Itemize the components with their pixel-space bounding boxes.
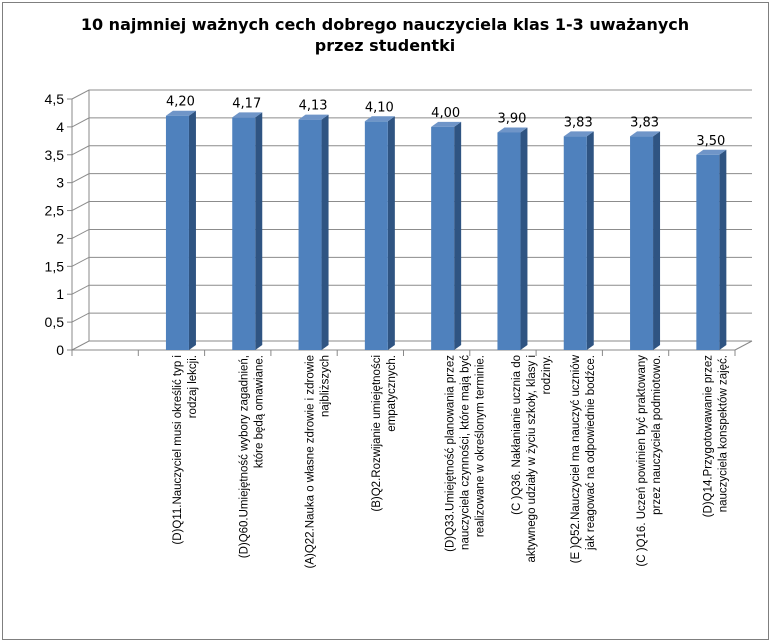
gridline xyxy=(71,312,752,323)
x-tick-label-line: (D)Q33.Umiejętność planowania przez xyxy=(445,355,457,552)
bar-side xyxy=(387,116,395,350)
x-tick-label-line: (C )Q36. Nakłanianie ucznia do xyxy=(511,355,523,515)
x-tick-label: (B)Q2.Rozwijanie umiejętności empatycznyc… xyxy=(371,355,398,512)
bar xyxy=(630,136,654,350)
x-tick-label-line: rodziny. xyxy=(541,355,553,394)
x-tick-label-line: (E )Q52.Nauczyciel ma nauczyć uczniów xyxy=(570,354,582,563)
y-tick-label: 4,5 xyxy=(45,91,65,107)
x-tick-label-line: realizowane w określonym terminie. xyxy=(475,355,487,537)
gridline xyxy=(71,89,752,100)
x-tick-label: (C )Q36. Nakłanianie ucznia do aktywnego … xyxy=(511,355,553,563)
bar-top xyxy=(298,114,329,120)
x-tick-label-line: najbliższych xyxy=(320,355,332,417)
bar-top xyxy=(563,131,594,137)
bar-side xyxy=(454,121,462,350)
x-tick-label-line: rodzaj lekcji. xyxy=(187,355,199,418)
x-tick-label-line: które będą omawiane. xyxy=(253,355,265,468)
data-label: 4,13 xyxy=(299,99,328,114)
bar xyxy=(431,126,455,350)
x-tick-label: (C )Q16. Uczeń powinien być praktowany pr… xyxy=(636,355,663,567)
x-tick-label-line: (D)Q11.Nauczyciel musi określić typ i xyxy=(172,355,184,545)
data-label: 4,17 xyxy=(232,96,261,111)
data-label: 3,83 xyxy=(564,115,593,130)
gridline xyxy=(71,256,752,267)
x-tick-label: (D)Q11.Nauczyciel musi określić typ i rod… xyxy=(172,355,199,545)
data-label: 4,20 xyxy=(166,95,195,110)
x-tick-label: (A)Q22.Nauka o własne zdrowie i zdrowie n… xyxy=(305,355,332,568)
data-label: 4,00 xyxy=(431,106,460,121)
x-tick-label-line: (C )Q16. Uczeń powinien być praktowany xyxy=(636,355,648,567)
x-tick-label-line: (A)Q22.Nauka o własne zdrowie i zdrowie xyxy=(305,355,317,568)
bar-side xyxy=(653,131,661,350)
y-tick-label: 1 xyxy=(56,286,64,302)
bar-side xyxy=(586,131,594,350)
floor-right-edge xyxy=(734,340,753,351)
bar-top xyxy=(630,131,661,137)
y-tick-label: 2,5 xyxy=(45,203,65,219)
gridline xyxy=(71,173,752,184)
chart-title-line: 10 najmniej ważnych cech dobrego nauczyc… xyxy=(80,15,690,34)
data-label: 3,83 xyxy=(630,115,659,130)
y-tick-label: 3,5 xyxy=(45,147,65,163)
bar-top xyxy=(232,112,263,118)
x-tick-label-line: nauczyciela czynności, które mają być xyxy=(460,355,472,550)
gridline xyxy=(71,201,752,211)
data-label: 3,90 xyxy=(497,111,526,126)
gridline xyxy=(71,228,752,239)
y-tick-label: 3 xyxy=(56,175,64,191)
x-tick-label-line: aktywnego udziały w życiu szkoły, klasy … xyxy=(526,355,538,563)
bar-side xyxy=(321,114,329,350)
x-tick-label: (D)Q60.Umiejętność wybory zagadnień, któr… xyxy=(238,355,265,558)
bar-top xyxy=(696,149,727,155)
bar-side xyxy=(255,112,263,350)
gridline xyxy=(71,145,752,156)
y-tick-label: 4 xyxy=(56,119,64,135)
bar xyxy=(497,132,521,350)
x-tick-label-line: przez nauczyciela podmiotowo. xyxy=(651,355,663,515)
bar-side xyxy=(520,127,528,350)
bar-side xyxy=(188,110,196,350)
x-tick-label-line: (B)Q2.Rozwijanie umiejętności xyxy=(371,355,383,512)
x-tick-label: (D)Q33.Umiejętność planowania przez naucz… xyxy=(445,355,487,552)
x-tick-label-line: (D)Q14.Przygotowawanie przez xyxy=(702,355,714,518)
bar-top xyxy=(431,121,462,127)
y-tick-label: 2 xyxy=(56,230,64,246)
bar-top xyxy=(497,127,528,133)
x-tick-label-line: empatycznych. xyxy=(386,355,398,432)
bar-top xyxy=(165,110,196,116)
bar xyxy=(232,117,256,350)
bar xyxy=(563,136,587,350)
gridline xyxy=(71,117,752,128)
x-tick-label-line: jak reagować na odpowiednie bodźce. xyxy=(585,355,597,551)
data-label: 3,50 xyxy=(696,134,725,149)
bar xyxy=(364,121,388,350)
x-tick-label: (D)Q14.Przygotowawanie przez nauczyciela … xyxy=(702,355,729,518)
chart-title-line: przez studentki xyxy=(314,36,456,55)
data-label: 4,10 xyxy=(365,100,394,115)
x-tick-label-line: nauczyciela konspektów zajęć. xyxy=(717,355,729,512)
bar xyxy=(696,154,720,350)
bar xyxy=(165,115,189,350)
bar-top xyxy=(364,116,395,122)
x-tick-label-line: (D)Q60.Umiejętność wybory zagadnień, xyxy=(238,355,250,558)
y-tick-label: 0 xyxy=(56,342,64,358)
y-tick-label: 0,5 xyxy=(45,314,65,330)
bar-side xyxy=(719,149,727,350)
y-tick-label: 1,5 xyxy=(45,258,65,274)
gridline xyxy=(71,284,752,295)
chart-title: 10 najmniej ważnych cech dobrego nauczyc… xyxy=(60,14,710,56)
x-tick-label: (E )Q52.Nauczyciel ma nauczyć uczniów jak… xyxy=(570,354,597,563)
bar xyxy=(298,119,322,350)
